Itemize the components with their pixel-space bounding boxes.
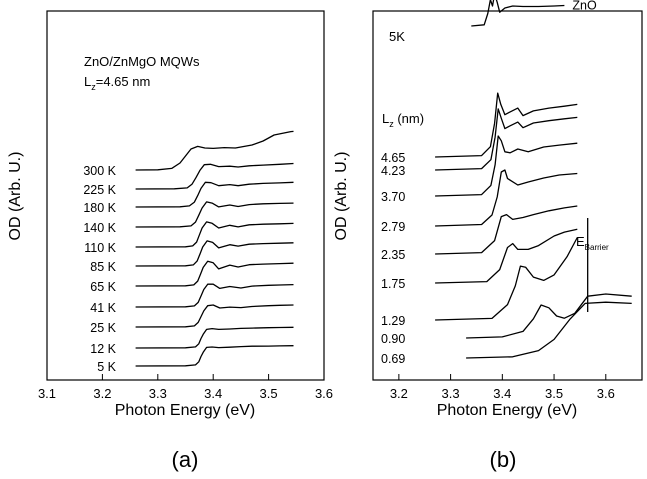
barrier-label: EBarrier [576,234,609,252]
series-curve-0-69 [466,301,632,359]
series-label-0-90: 0.90 [381,332,405,346]
series-label-300-k: 300 K [83,164,116,178]
x-tick-label: 3.4 [204,386,222,401]
series-label-zno: ZnO [572,0,597,13]
series-curve-300-k [135,130,294,171]
series-curve-4-23 [435,108,578,171]
series-curve-180-k [135,181,294,208]
x-tick-label: 3.5 [260,386,278,401]
series-label-4-65: 4.65 [381,151,405,165]
panel-a-frame [46,10,325,381]
series-curve-65-k [135,260,294,287]
panel-a-caption: (a) [172,447,199,472]
series-curve-zno [471,0,565,27]
series-label-2-79: 2.79 [381,220,405,234]
x-tick-label: 3.4 [493,386,511,401]
x-tick-label: 3.2 [93,386,111,401]
series-curve-1-29 [435,237,578,321]
series-label-1-29: 1.29 [381,314,405,328]
series-curve-110-k [135,221,294,248]
panel-b-y-axis-label: OD (Arb. U.) [333,152,350,241]
series-curve-41-k [135,283,294,308]
x-tick-label: 3.3 [149,386,167,401]
series-curve-25-k [135,304,294,328]
series-label-140-k: 140 K [83,221,116,235]
series-curve-2-35 [435,205,578,255]
series-label-5-k: 5 K [97,360,116,374]
panel-a: 3.1 3.2 3.3 3.4 3.5 3.6 5 K 12 K 25 K 41 K 65 K 85… [7,10,333,472]
series-curve-3-70 [435,135,578,197]
panel-b-curves [435,0,632,359]
x-tick-label: 3.1 [38,386,56,401]
series-label-110-k: 110 K [84,241,116,255]
x-tick-label: 3.6 [597,386,615,401]
panel-b-caption: (b) [490,447,517,472]
x-tick-label: 3.5 [545,386,563,401]
series-curve-0-90 [466,293,632,339]
x-tick-label: 3.2 [390,386,408,401]
panel-b-x-ticks: 3.2 3.3 3.4 3.5 3.6 [390,374,615,401]
panel-a-x-ticks: 3.1 3.2 3.3 3.4 3.5 3.6 [38,374,333,401]
panel-a-well-width: Lz=4.65 nm [84,74,150,92]
series-curve-85-k [135,240,294,267]
series-label-2-35: 2.35 [381,248,405,262]
series-label-1-75: 1.75 [381,277,405,291]
series-label-25-k: 25 K [90,321,116,335]
panel-b-frame [372,10,643,381]
panel-b-temperature-label: 5K [389,29,405,44]
x-tick-label: 3.3 [442,386,460,401]
series-label-225-k: 225 K [83,183,116,197]
series-label-65-k: 65 K [90,280,116,294]
series-label-41-k: 41 K [90,301,116,315]
series-curve-2-79 [435,169,578,227]
series-label-12-k: 12 K [90,342,116,356]
series-label-4-23: 4.23 [381,164,405,178]
series-curve-225-k [135,162,294,190]
panel-a-y-axis-label: OD (Arb. U.) [7,152,24,241]
series-curve-1-75 [435,228,578,284]
panel-a-curves [135,130,294,367]
series-curve-140-k [135,201,294,228]
panel-a-curve-labels: 5 K 12 K 25 K 41 K 65 K 85 K 110 K 140 K 180 K 22… [83,164,116,374]
panel-b-well-width-heading: Lz (nm) [382,111,424,129]
x-tick-label: 3.6 [315,386,333,401]
series-curve-12-k [135,326,294,349]
series-label-0-69: 0.69 [381,352,405,366]
panel-b: 3.2 3.3 3.4 3.5 3.6 0.69 0.90 1.29 1.75 2.35 2.79… [333,0,643,472]
series-curve-5-k [135,345,294,367]
series-label-3-70: 3.70 [381,190,405,204]
panel-b-curve-labels: 0.69 0.90 1.29 1.75 2.35 2.79 3.70 4.234.65 ZnO [381,0,597,366]
series-curve-4-65 [435,92,578,158]
series-label-85-k: 85 K [90,260,116,274]
panel-b-x-axis-label: Photon Energy (eV) [437,402,578,419]
series-label-180-k: 180 K [83,201,116,215]
panel-a-x-axis-label: Photon Energy (eV) [115,402,256,419]
panel-a-sample-title: ZnO/ZnMgO MQWs [84,54,200,69]
